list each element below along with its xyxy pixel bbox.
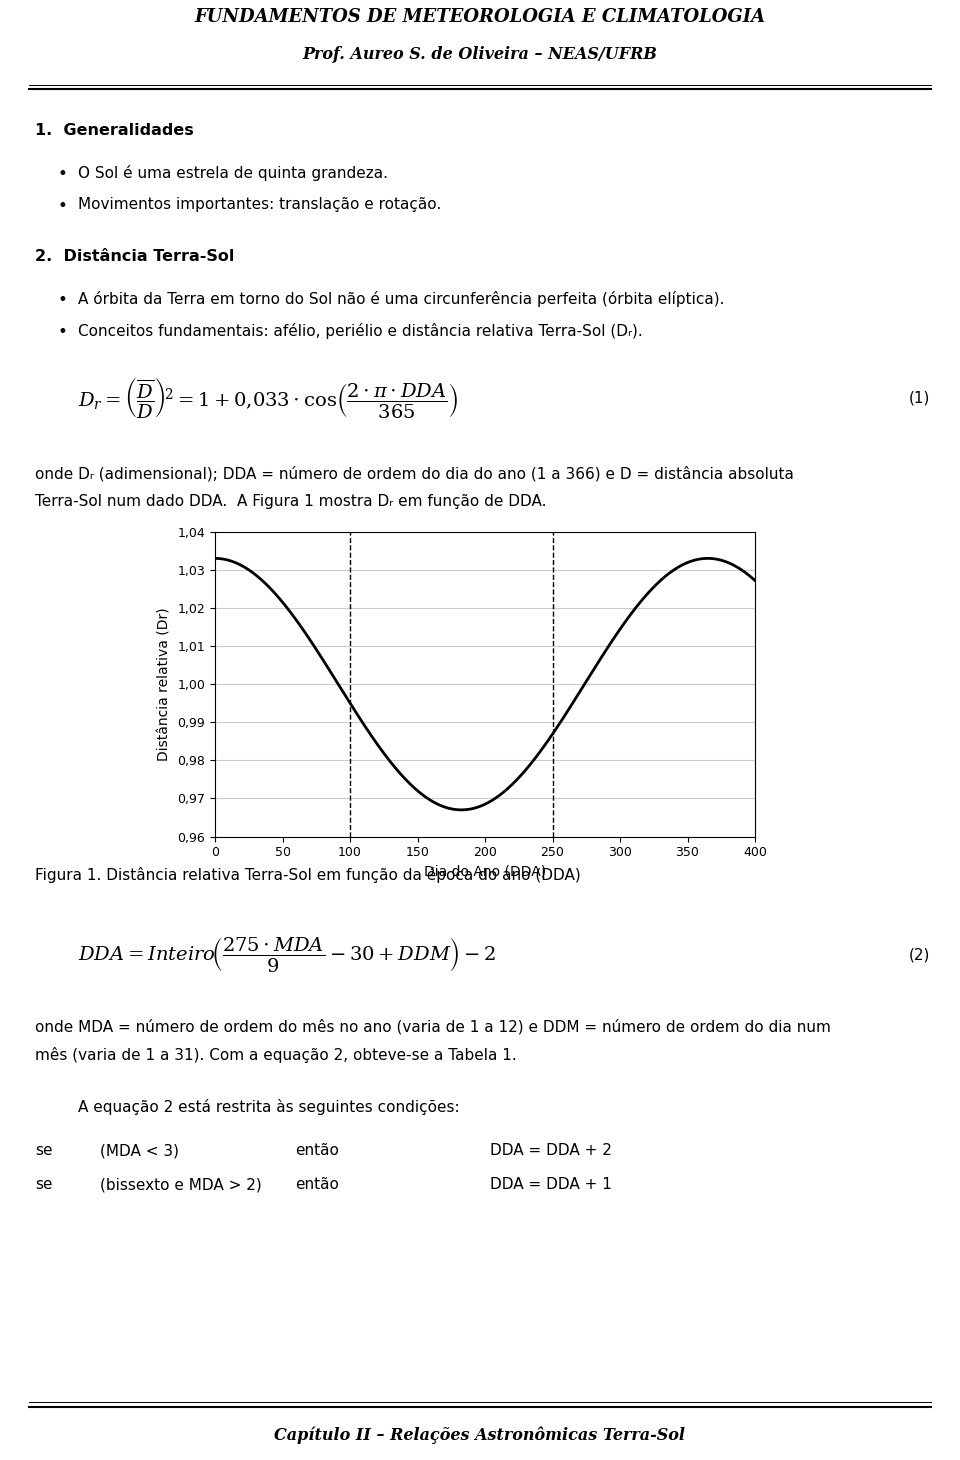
Text: então: então xyxy=(295,1143,339,1158)
Text: (1): (1) xyxy=(908,390,930,406)
Text: 1.  Generalidades: 1. Generalidades xyxy=(35,123,194,137)
Text: $DDA = Inteiro\!\left(\dfrac{275 \cdot MDA}{9} - 30 + DDM\right) - 2$: $DDA = Inteiro\!\left(\dfrac{275 \cdot M… xyxy=(78,934,496,974)
Text: então: então xyxy=(295,1177,339,1193)
Text: Conceitos fundamentais: afélio, periélio e distância relativa Terra-Sol (Dᵣ).: Conceitos fundamentais: afélio, periélio… xyxy=(78,323,643,339)
Text: mês (varia de 1 a 31). Com a equação 2, obteve-se a Tabela 1.: mês (varia de 1 a 31). Com a equação 2, … xyxy=(35,1047,516,1063)
Text: 2.  Distância Terra-Sol: 2. Distância Terra-Sol xyxy=(35,248,234,264)
Text: DDA = DDA + 1: DDA = DDA + 1 xyxy=(490,1177,612,1193)
X-axis label: Dia do Ano (DDA): Dia do Ano (DDA) xyxy=(424,864,546,879)
Text: onde Dᵣ (adimensional); DDA = número de ordem do dia do ano (1 a 366) e D = dist: onde Dᵣ (adimensional); DDA = número de … xyxy=(35,466,794,482)
Text: DDA = DDA + 2: DDA = DDA + 2 xyxy=(490,1143,612,1158)
Text: (2): (2) xyxy=(908,948,930,962)
Text: se: se xyxy=(35,1177,53,1193)
Text: Prof. Aureo S. de Oliveira – NEAS/UFRB: Prof. Aureo S. de Oliveira – NEAS/UFRB xyxy=(302,45,658,63)
Text: Terra-Sol num dado DDA.  A Figura 1 mostra Dᵣ em função de DDA.: Terra-Sol num dado DDA. A Figura 1 mostr… xyxy=(35,493,546,508)
Text: Figura 1. Distância relativa Terra-Sol em função da época do ano (DDA): Figura 1. Distância relativa Terra-Sol e… xyxy=(35,867,581,882)
Text: $D_r = \left(\dfrac{\overline{D}}{D}\right)^{\!2} = 1 + 0{,}033 \cdot \cos\!\lef: $D_r = \left(\dfrac{\overline{D}}{D}\rig… xyxy=(78,375,459,420)
Text: A órbita da Terra em torno do Sol não é uma circunferência perfeita (órbita elíp: A órbita da Terra em torno do Sol não é … xyxy=(78,291,725,307)
Y-axis label: Distância relativa (Dr): Distância relativa (Dr) xyxy=(157,607,172,761)
Text: Capítulo II – Relações Astronômicas Terra-Sol: Capítulo II – Relações Astronômicas Terr… xyxy=(275,1426,685,1444)
Text: onde MDA = número de ordem do mês no ano (varia de 1 a 12) e DDM = número de ord: onde MDA = número de ordem do mês no ano… xyxy=(35,1019,830,1035)
Text: O Sol é uma estrela de quinta grandeza.: O Sol é uma estrela de quinta grandeza. xyxy=(78,165,388,181)
Text: se: se xyxy=(35,1143,53,1158)
Text: (MDA < 3): (MDA < 3) xyxy=(100,1143,179,1158)
Text: •: • xyxy=(58,291,68,310)
Text: Movimentos importantes: translação e rotação.: Movimentos importantes: translação e rot… xyxy=(78,197,442,212)
Text: FUNDAMENTOS DE METEOROLOGIA E CLIMATOLOGIA: FUNDAMENTOS DE METEOROLOGIA E CLIMATOLOG… xyxy=(195,7,765,26)
Text: •: • xyxy=(58,165,68,182)
Text: A equação 2 está restrita às seguintes condições:: A equação 2 está restrita às seguintes c… xyxy=(78,1099,460,1115)
Text: •: • xyxy=(58,197,68,215)
Text: •: • xyxy=(58,323,68,340)
Text: (bissexto e MDA > 2): (bissexto e MDA > 2) xyxy=(100,1177,262,1193)
